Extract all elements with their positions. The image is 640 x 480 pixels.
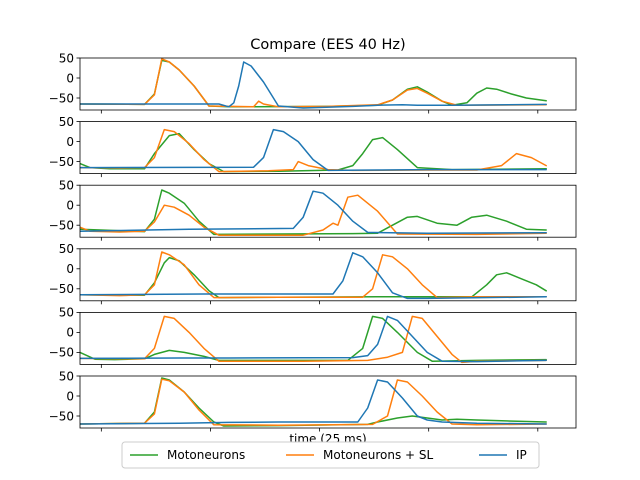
y-tick-label: 50 xyxy=(59,369,74,383)
subplot-frame-2 xyxy=(79,121,577,174)
y-tick-label: 50 xyxy=(59,115,74,129)
y-tick-label: −50 xyxy=(49,409,74,423)
series-line-ip-panel-2 xyxy=(80,128,547,172)
subplot-5: −50 0 50 xyxy=(49,306,577,368)
y-tick-label: 0 xyxy=(66,199,74,213)
y-tick-label: 50 xyxy=(59,179,74,193)
series-line-motoneurons-sl-panel-2 xyxy=(80,128,547,173)
legend-label-ip: IP xyxy=(516,448,527,462)
subplot-series-6 xyxy=(80,377,547,427)
chart-title: Compare (EES 40 Hz) xyxy=(250,37,405,53)
subplot-4: −50 0 50 xyxy=(49,242,577,305)
legend-entry-motoneurons: Motoneurons xyxy=(130,448,245,462)
subplot-frame-6 xyxy=(79,375,577,429)
subplot-series-5 xyxy=(80,315,547,364)
y-tick-label: 0 xyxy=(66,71,74,85)
series-line-ip-panel-3 xyxy=(80,190,547,234)
series-line-motoneurons-sl-panel-1 xyxy=(80,58,547,108)
series-line-ip-panel-5 xyxy=(80,315,547,363)
y-tick-label: −50 xyxy=(49,282,74,296)
y-tick-label: −50 xyxy=(49,155,74,169)
subplot-frame-5 xyxy=(79,311,577,365)
y-tick-label: 0 xyxy=(66,262,74,276)
legend-entry-motoneurons-sl: Motoneurons + SL xyxy=(286,448,434,462)
subplot-frame-1 xyxy=(79,57,577,111)
subplot-frame-4 xyxy=(79,248,577,302)
subplot-series-1 xyxy=(80,58,547,109)
subplot-stack: −50 0 50 −50 0 50 −50 0 50 −50 0 50 −50 0 50 −50 0 50 xyxy=(49,51,577,432)
y-tick-label: 0 xyxy=(66,326,74,340)
series-line-ip-panel-4 xyxy=(80,252,547,300)
series-line-motoneurons-sl-panel-6 xyxy=(80,378,547,426)
y-tick-label: 50 xyxy=(59,242,74,256)
subplot-series-4 xyxy=(80,251,547,300)
subplot-frame-3 xyxy=(79,184,577,238)
y-tick-label: −50 xyxy=(49,91,74,105)
y-tick-label: 0 xyxy=(66,389,74,403)
legend-label-motoneurons-sl: Motoneurons + SL xyxy=(323,448,434,462)
series-line-ip-panel-6 xyxy=(80,379,547,425)
y-tick-label: 0 xyxy=(66,135,74,149)
legend-entry-ip: IP xyxy=(479,448,527,462)
subplot-series-2 xyxy=(80,128,547,173)
subplot-6: −50 0 50 xyxy=(49,369,577,432)
y-tick-label: −50 xyxy=(49,346,74,360)
subplot-3: −50 0 50 xyxy=(49,179,577,241)
subplot-series-3 xyxy=(80,189,547,236)
series-line-motoneurons-sl-panel-4 xyxy=(80,251,547,299)
legend-frame xyxy=(121,441,540,469)
y-tick-label: 50 xyxy=(59,51,74,65)
series-line-motoneurons-sl-panel-5 xyxy=(80,315,547,364)
subplot-2: −50 0 50 xyxy=(49,115,577,178)
y-tick-label: −50 xyxy=(49,219,74,233)
subplot-1: −50 0 50 xyxy=(49,51,577,114)
legend-label-motoneurons: Motoneurons xyxy=(167,448,245,462)
y-tick-label: 50 xyxy=(59,306,74,320)
series-line-ip-panel-1 xyxy=(80,61,547,109)
legend: Motoneurons Motoneurons + SL IP xyxy=(121,441,540,469)
